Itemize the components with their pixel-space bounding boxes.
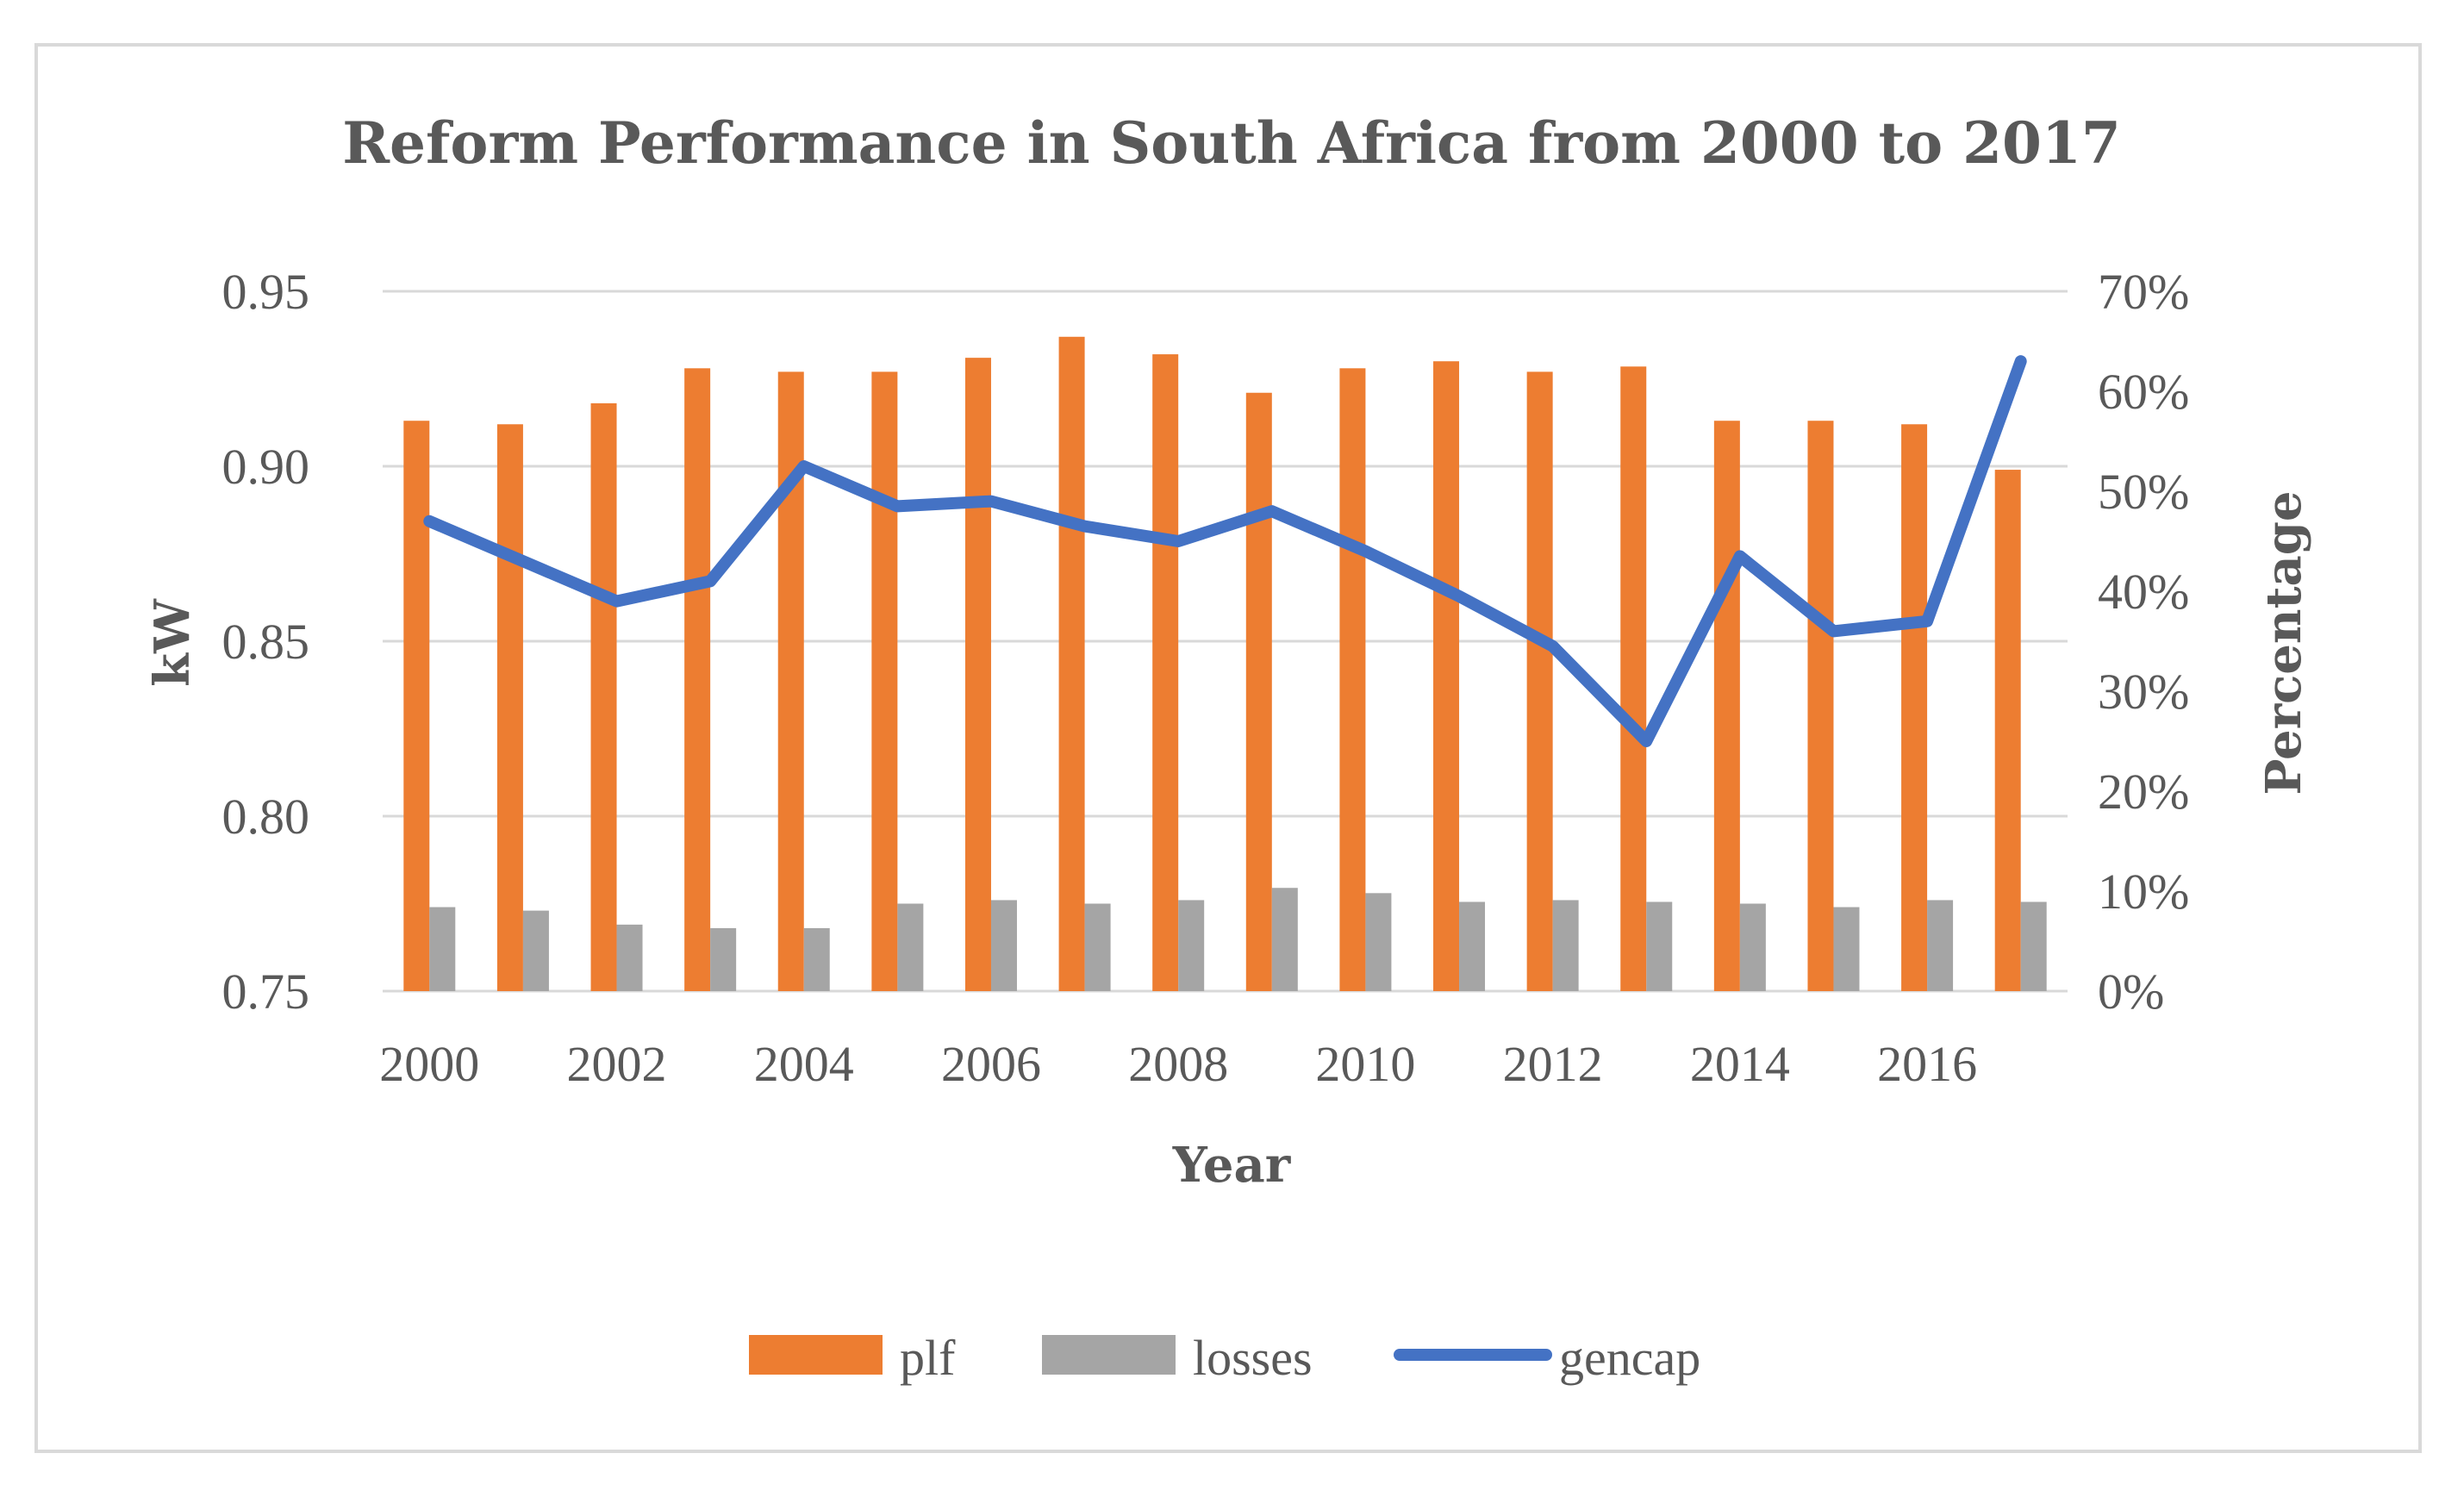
x-tick-label: 2000 [379,1036,479,1092]
bar-losses [1271,888,1298,991]
legend-label-gencap: gencap [1559,1330,1700,1386]
x-tick-label: 2010 [1315,1036,1415,1092]
bar-plf [1152,354,1179,992]
legend-swatch-losses [1042,1335,1176,1375]
bar-plf [590,402,617,991]
chart-svg: Reform Performance in South Africa from … [144,109,2312,1386]
bar-plf [1526,371,1553,991]
bar-plf [1994,470,2021,991]
y-right-tick-label: 40% [2098,564,2189,620]
legend-swatch-plf [749,1335,883,1375]
y-right-tick-label: 0% [2098,964,2164,1020]
bar-plf [1433,361,1460,991]
bar-losses [1833,907,1860,991]
bar-plf [496,424,523,991]
bar-losses [1927,900,1954,991]
bar-losses [1178,900,1205,991]
bar-plf [684,368,711,991]
y-right-tick-label: 30% [2098,664,2189,720]
bars [403,336,2047,992]
x-axis-ticks: 2000 2002 2004 2006 2008 2010 2012 2014 2016 [379,1036,1977,1092]
gencap-line [423,355,2027,747]
y-left-tick-label: 0.80 [222,789,310,845]
y-left-tick-label: 0.75 [222,964,310,1020]
bar-losses [1084,903,1111,991]
legend-label-losses: losses [1193,1330,1313,1386]
x-tick-label: 2016 [1877,1036,1977,1092]
bar-losses [897,903,924,991]
y-left-tick-label: 0.95 [222,264,310,320]
x-tick-label: 2002 [567,1036,667,1092]
bar-plf [1339,368,1366,991]
y-left-tick-label: 0.90 [222,439,310,495]
y-axis-left-ticks: 0.75 0.80 0.85 0.90 0.95 [222,264,310,1020]
y-axis-right-ticks: 0% 10% 20% 30% 40% 50% 60% 70% [2098,264,2189,1020]
bar-losses [616,924,643,991]
x-tick-label: 2006 [941,1036,1041,1092]
x-tick-label: 2012 [1503,1036,1603,1092]
bar-losses [1365,893,1392,991]
bar-losses [1552,900,1579,991]
bar-losses [522,910,549,991]
bar-losses [990,900,1017,991]
bar-losses [2020,901,2047,991]
chart-title: Reform Performance in South Africa from … [342,109,2121,177]
y-right-tick-label: 70% [2098,264,2189,320]
y-axis-left-title: kW [144,598,201,687]
x-axis-title: Year [1172,1137,1292,1194]
bar-plf [1620,366,1647,991]
legend-label-plf: plf [900,1330,956,1386]
y-axis-right-title: Percentage [2255,490,2312,795]
y-right-tick-label: 20% [2098,764,2189,820]
bar-plf [1245,392,1272,991]
x-tick-label: 2004 [754,1036,854,1092]
line-gencap [423,355,2027,747]
bar-losses [710,927,737,991]
bar-losses [1646,901,1673,991]
bar-plf [1713,421,1740,992]
gridlines [383,290,2068,993]
bar-plf [1058,336,1085,991]
bar-plf [1807,421,1834,992]
x-tick-label: 2008 [1128,1036,1228,1092]
bar-plf [403,421,430,992]
bar-losses [1459,901,1486,991]
chart-frame: Reform Performance in South Africa from … [34,43,2422,1453]
x-tick-label: 2014 [1690,1036,1790,1092]
bar-losses [1739,903,1766,991]
legend: plf losses gencap [749,1330,1700,1386]
bar-losses [803,927,830,991]
y-right-tick-label: 10% [2098,864,2189,920]
bar-plf [964,358,991,991]
bar-plf [871,371,898,991]
y-left-tick-label: 0.85 [222,614,310,670]
bar-plf [1901,424,1928,991]
y-right-tick-label: 60% [2098,364,2189,420]
bar-losses [429,907,456,991]
y-right-tick-label: 50% [2098,464,2189,520]
